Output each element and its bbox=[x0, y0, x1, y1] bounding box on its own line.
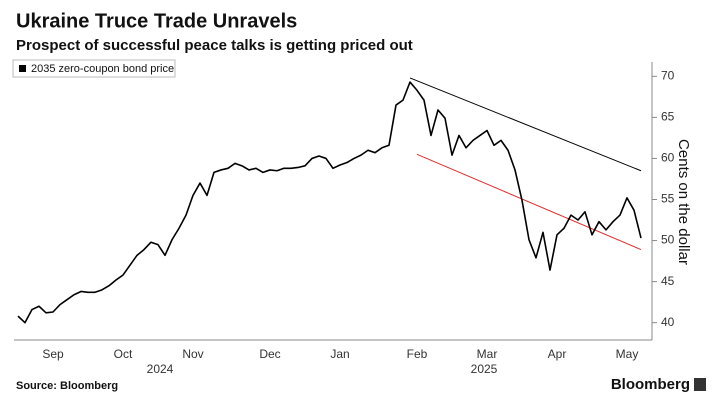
x-tick-label: Feb bbox=[407, 347, 428, 361]
y-tick-label: 55 bbox=[661, 192, 675, 206]
brand: Bloomberg bbox=[611, 376, 690, 393]
x-tick-label: Jan bbox=[330, 347, 349, 361]
x-tick-label: Dec bbox=[259, 347, 280, 361]
y-tick-label: 40 bbox=[661, 315, 675, 329]
brand-icon bbox=[694, 378, 706, 391]
x-tick-label: Mar bbox=[477, 347, 498, 361]
source: Source: Bloomberg bbox=[16, 380, 118, 392]
x-tick-label: Oct bbox=[114, 347, 133, 361]
trend-line bbox=[409, 77, 642, 172]
y-tick-label: 65 bbox=[661, 110, 675, 124]
trend-line bbox=[416, 153, 642, 251]
x-tick-label: Sep bbox=[42, 347, 64, 361]
chart-subtitle: Prospect of successful peace talks is ge… bbox=[16, 37, 413, 54]
legend-label: 2035 zero-coupon bond price bbox=[31, 63, 174, 75]
year-label: 2025 bbox=[471, 362, 498, 376]
line-series bbox=[17, 81, 642, 324]
legend-swatch bbox=[19, 65, 26, 72]
y-tick-label: 50 bbox=[661, 233, 675, 247]
y-tick-label: 60 bbox=[661, 151, 675, 165]
x-tick-label: May bbox=[616, 347, 639, 361]
legend-box bbox=[12, 59, 176, 78]
year-label: 2024 bbox=[147, 362, 174, 376]
y-tick-label: 45 bbox=[661, 274, 675, 288]
y-axis-label: Cents on the dollar bbox=[675, 139, 692, 265]
x-tick-label: Nov bbox=[182, 347, 203, 361]
y-tick-label: 70 bbox=[661, 68, 675, 82]
chart-title: Ukraine Truce Trade Unravels bbox=[16, 10, 297, 32]
x-tick-label: Apr bbox=[548, 347, 567, 361]
